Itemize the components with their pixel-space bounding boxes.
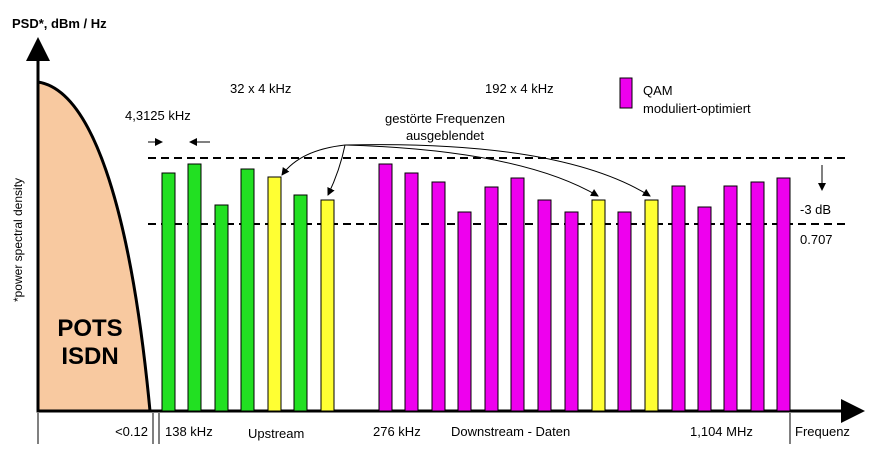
arrow <box>281 144 346 176</box>
bar <box>161 172 176 412</box>
annotation: 32 x 4 kHz <box>230 81 291 96</box>
y-axis-note: *power spectral density <box>11 178 25 302</box>
bar <box>240 168 255 412</box>
arrows <box>281 144 826 197</box>
arrow <box>344 144 651 197</box>
annotation: 4,3125 kHz <box>125 108 191 123</box>
x-label: 1,104 MHz <box>690 424 753 439</box>
annotation: 0.707 <box>800 232 833 247</box>
x-dividers <box>37 413 791 444</box>
bar <box>671 185 686 412</box>
bar <box>214 204 229 412</box>
pots-label: ISDN <box>61 343 118 370</box>
y-axis-title: PSD*, dBm / Hz <box>12 16 107 31</box>
legend-label: QAM <box>643 83 673 98</box>
annotation: 192 x 4 kHz <box>485 81 554 96</box>
bar <box>537 199 552 412</box>
bar <box>591 199 606 412</box>
bar <box>404 172 419 412</box>
bar <box>776 177 791 412</box>
bar <box>293 194 308 412</box>
bar <box>320 199 335 412</box>
bar <box>644 199 659 412</box>
bar <box>187 163 202 412</box>
legend-label: moduliert-optimiert <box>643 101 751 116</box>
bar <box>564 211 579 412</box>
bar <box>378 163 393 412</box>
bar <box>697 206 712 412</box>
x-label: Upstream <box>248 426 304 441</box>
x-label: Downstream - Daten <box>451 424 570 439</box>
pots-area <box>36 80 152 413</box>
x-label: 276 kHz <box>373 424 421 439</box>
upstream-bars <box>161 163 335 412</box>
legend-swatch <box>619 77 633 109</box>
bar <box>617 211 632 412</box>
x-label: Frequenz <box>795 424 850 439</box>
pots-label: POTS <box>57 315 122 342</box>
x-label: <0.12 <box>115 424 148 439</box>
bar <box>750 181 765 412</box>
arrow <box>327 144 346 196</box>
bar <box>431 181 446 412</box>
annotation: gestörte Frequenzen <box>385 111 505 126</box>
arrow <box>344 144 599 197</box>
annotation: -3 dB <box>800 202 831 217</box>
bar <box>267 176 282 412</box>
bar <box>723 185 738 412</box>
bar <box>484 186 499 412</box>
bar <box>457 211 472 412</box>
bar <box>510 177 525 412</box>
x-label: 138 kHz <box>165 424 213 439</box>
annotation: ausgeblendet <box>406 128 484 143</box>
downstream-bars <box>378 163 791 412</box>
